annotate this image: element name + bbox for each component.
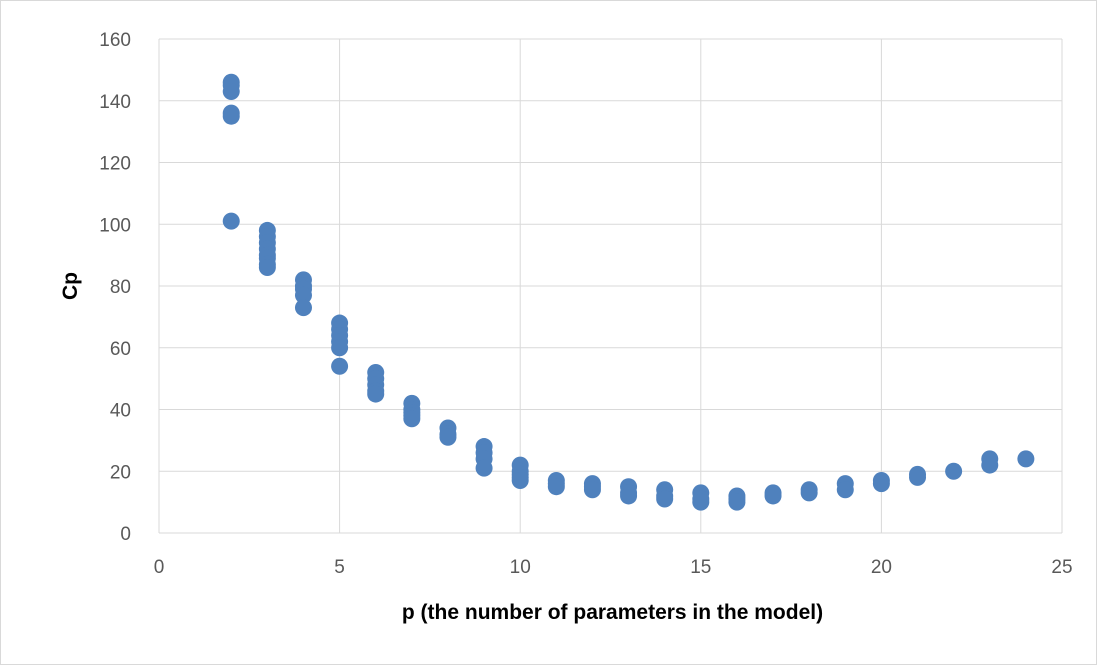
data-point — [331, 357, 349, 375]
data-point — [583, 481, 601, 499]
y-tick-label: 60 — [110, 339, 131, 360]
y-tick-label: 80 — [110, 277, 131, 298]
y-tick-label: 100 — [99, 215, 131, 236]
data-point — [728, 493, 746, 511]
data-point — [294, 286, 312, 304]
data-point — [222, 107, 240, 125]
data-point — [872, 475, 890, 493]
data-point — [367, 385, 385, 403]
data-point — [909, 468, 927, 486]
data-point — [403, 410, 421, 428]
data-point — [222, 82, 240, 100]
data-point — [620, 487, 638, 505]
y-tick-labels: 0 20 40 60 80 100 120 140 160 — [99, 30, 131, 545]
data-points — [222, 73, 1035, 511]
data-point — [547, 478, 565, 496]
data-point — [331, 339, 349, 357]
x-tick-label: 15 — [690, 557, 711, 578]
y-tick-label: 20 — [110, 462, 131, 483]
data-point — [439, 428, 457, 446]
data-point — [764, 487, 782, 505]
gridlines — [158, 38, 1063, 534]
x-axis-title: p (the number of parameters in the model… — [402, 601, 823, 624]
data-point — [692, 493, 710, 511]
y-tick-label: 120 — [99, 154, 131, 175]
x-tick-labels: 0 5 10 15 20 25 — [154, 557, 1073, 578]
x-tick-label: 0 — [154, 557, 165, 578]
x-tick-label: 10 — [510, 557, 531, 578]
data-point — [945, 462, 963, 480]
data-point — [656, 490, 674, 508]
data-point — [294, 299, 312, 317]
data-point — [1017, 450, 1035, 468]
x-tick-label: 5 — [334, 557, 345, 578]
data-point — [258, 258, 276, 276]
x-tick-label: 20 — [871, 557, 892, 578]
data-point — [511, 472, 529, 490]
y-tick-label: 40 — [110, 401, 131, 422]
data-point — [475, 459, 493, 477]
data-point — [981, 456, 999, 474]
y-tick-label: 0 — [120, 524, 131, 545]
data-point — [836, 481, 854, 499]
data-point — [222, 212, 240, 230]
y-tick-label: 140 — [99, 92, 131, 113]
x-tick-label: 25 — [1051, 557, 1072, 578]
data-point — [800, 484, 818, 502]
y-axis-title: Cp — [59, 272, 82, 300]
y-tick-label: 160 — [99, 30, 131, 51]
